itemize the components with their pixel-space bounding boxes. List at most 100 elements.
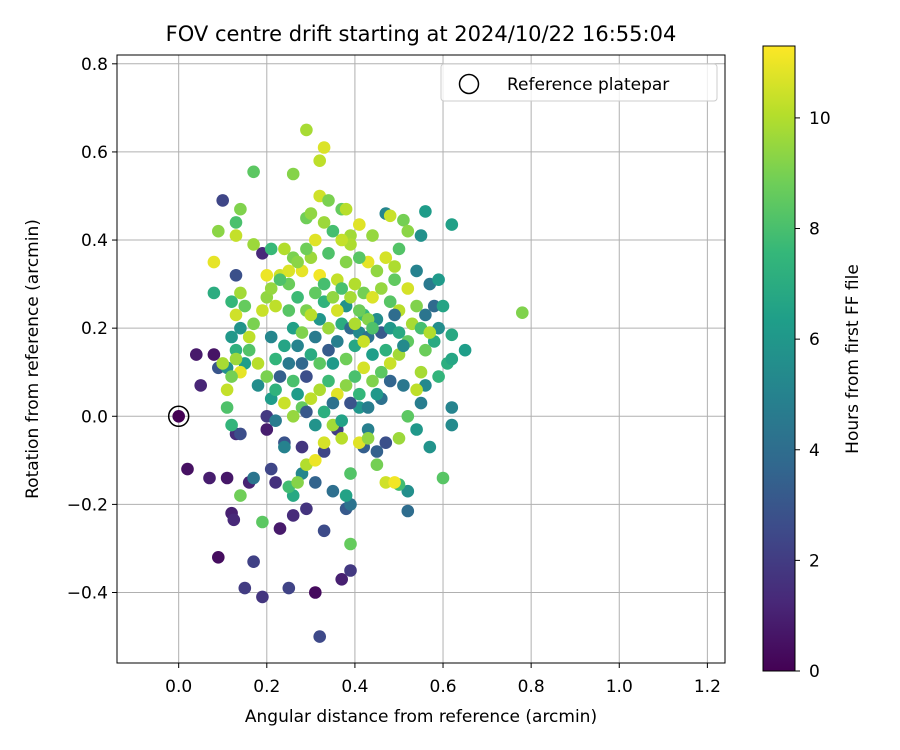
data-point [309, 454, 322, 467]
data-point [309, 476, 322, 489]
data-point [339, 489, 353, 502]
data-point [264, 462, 278, 476]
colorbar [762, 45, 796, 672]
colorbar-tick-label: 10 [809, 109, 831, 129]
data-point [286, 509, 300, 522]
data-point [357, 361, 371, 375]
data-point [339, 202, 353, 216]
data-point [401, 224, 415, 238]
data-point [335, 282, 349, 295]
x-tick-label: 1.0 [606, 677, 633, 697]
data-point [353, 251, 366, 264]
data-point [322, 321, 335, 335]
data-point [304, 207, 318, 220]
data-point [190, 348, 203, 361]
data-point [366, 321, 379, 335]
data-point [212, 224, 225, 238]
data-point [291, 387, 304, 401]
data-point [335, 233, 349, 247]
data-point [291, 339, 304, 353]
data-point [322, 247, 335, 260]
data-point [401, 484, 415, 498]
data-point [344, 467, 357, 480]
data-point [229, 269, 243, 282]
data-point [361, 401, 375, 414]
data-point [366, 291, 379, 304]
data-point [225, 330, 238, 344]
data-point [273, 273, 287, 287]
plot-frame [116, 54, 726, 664]
reference-platepar-marker [167, 405, 190, 428]
data-point [313, 154, 327, 167]
data-point [326, 224, 340, 238]
data-point [427, 299, 441, 313]
data-point [410, 423, 423, 436]
data-point [269, 299, 282, 313]
data-point [436, 471, 450, 485]
data-point [344, 537, 357, 551]
data-point [410, 299, 423, 313]
x-axis-ticks: 0.0 0.2 0.4 0.6 0.8 1.0 1.2 [165, 663, 721, 697]
data-point [397, 339, 410, 353]
data-point [458, 343, 472, 357]
data-point [353, 218, 366, 231]
data-point [247, 317, 260, 331]
data-point [295, 357, 309, 370]
colorbar-tick-label: 8 [809, 220, 820, 240]
data-point [234, 489, 247, 502]
data-point [273, 370, 287, 383]
data-point [397, 213, 410, 227]
data-point [326, 484, 340, 498]
data-point [419, 343, 432, 357]
data-point [225, 295, 238, 309]
data-point [282, 264, 296, 278]
data-point [317, 524, 331, 538]
y-tick-label: 0.4 [81, 231, 108, 251]
data-point [379, 436, 393, 450]
data-point [256, 590, 269, 604]
data-point [401, 410, 415, 423]
colorbar-tick-label: 2 [809, 551, 820, 571]
data-point [445, 328, 459, 342]
data-point [207, 286, 221, 300]
data-point [295, 440, 309, 454]
data-point [216, 357, 229, 370]
data-point [300, 405, 313, 419]
y-axis-ticks: −0.4 −0.2 0.0 0.2 0.4 0.6 0.8 [67, 55, 117, 604]
data-point [264, 282, 278, 295]
data-point [348, 370, 362, 383]
data-point [278, 339, 291, 353]
data-point [234, 427, 247, 441]
grid-lines [117, 55, 725, 663]
data-point [392, 242, 406, 256]
data-point [423, 440, 437, 454]
data-point [344, 291, 357, 304]
data-point [370, 445, 384, 458]
y-tick-label: 0.0 [81, 407, 108, 427]
data-point [229, 216, 243, 229]
data-point [227, 513, 241, 527]
data-point [410, 383, 423, 397]
data-point [220, 401, 234, 414]
data-point [317, 141, 331, 154]
data-point [348, 317, 362, 331]
data-point [401, 282, 415, 295]
data-point [348, 277, 362, 291]
data-point [339, 352, 353, 366]
data-point [326, 396, 340, 410]
data-point [375, 282, 388, 295]
x-tick-label: 0.8 [518, 677, 545, 697]
data-point [225, 418, 238, 432]
data-point [379, 251, 393, 264]
data-point [331, 304, 344, 317]
data-point [300, 370, 313, 383]
data-point [432, 273, 445, 287]
colorbar-label: Hours from first FF file [843, 264, 863, 454]
data-point [383, 295, 397, 309]
x-tick-label: 1.2 [694, 677, 721, 697]
data-point [322, 194, 335, 207]
data-point [366, 374, 379, 388]
data-point [234, 202, 247, 216]
data-point [234, 321, 247, 335]
data-point [516, 306, 529, 320]
